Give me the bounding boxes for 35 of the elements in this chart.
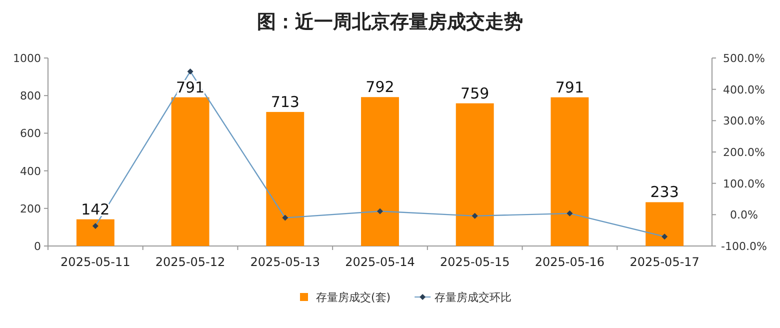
legend-label: 存量房成交环比 [434, 291, 512, 304]
y-tick-label: 600 [20, 127, 41, 140]
y-tick-label: 400 [20, 164, 41, 178]
y2-tick-label: 200.0% [723, 146, 765, 159]
x-tick-label: 2025-05-11 [60, 255, 130, 269]
y2-tick-label: 500.0% [723, 52, 765, 65]
text: 792 [366, 78, 394, 96]
x-tick-label: 2025-05-14 [345, 255, 415, 269]
y2-tick-label: 300.0% [723, 114, 765, 128]
x-tick-label: 2025-05-16 [534, 255, 605, 269]
bar [550, 97, 589, 246]
x-tick-label: 2025-05-13 [250, 255, 320, 269]
bar [171, 97, 210, 246]
bar [646, 202, 684, 246]
text: 759 [460, 84, 490, 102]
bar [456, 103, 494, 246]
text: 791 [555, 78, 584, 96]
y-tick-label: 0 [34, 240, 41, 253]
y-tick-label: 200 [20, 202, 41, 216]
bar [76, 219, 114, 246]
legend-label: 存量房成交(套) [316, 291, 391, 304]
y2-tick-label: 0.0% [730, 208, 758, 222]
x-tick-label: 2025-05-15 [440, 255, 510, 269]
y2-tick-label: 400.0% [723, 83, 765, 96]
y-tick-label: 800 [20, 90, 41, 103]
y2-tick-label: 100.0% [723, 177, 765, 190]
bar [266, 112, 304, 246]
x-tick-label: 2025-05-17 [630, 255, 700, 269]
y2-tick-label: -100.0% [721, 240, 767, 253]
text: 233 [650, 183, 679, 202]
x-tick-label: 2025-05-12 [155, 255, 226, 269]
y-tick-label: 1000 [13, 52, 41, 65]
text: 713 [270, 92, 300, 111]
bar [361, 97, 399, 246]
chart-title: 图：近一周北京存量房成交走势 [257, 11, 523, 33]
